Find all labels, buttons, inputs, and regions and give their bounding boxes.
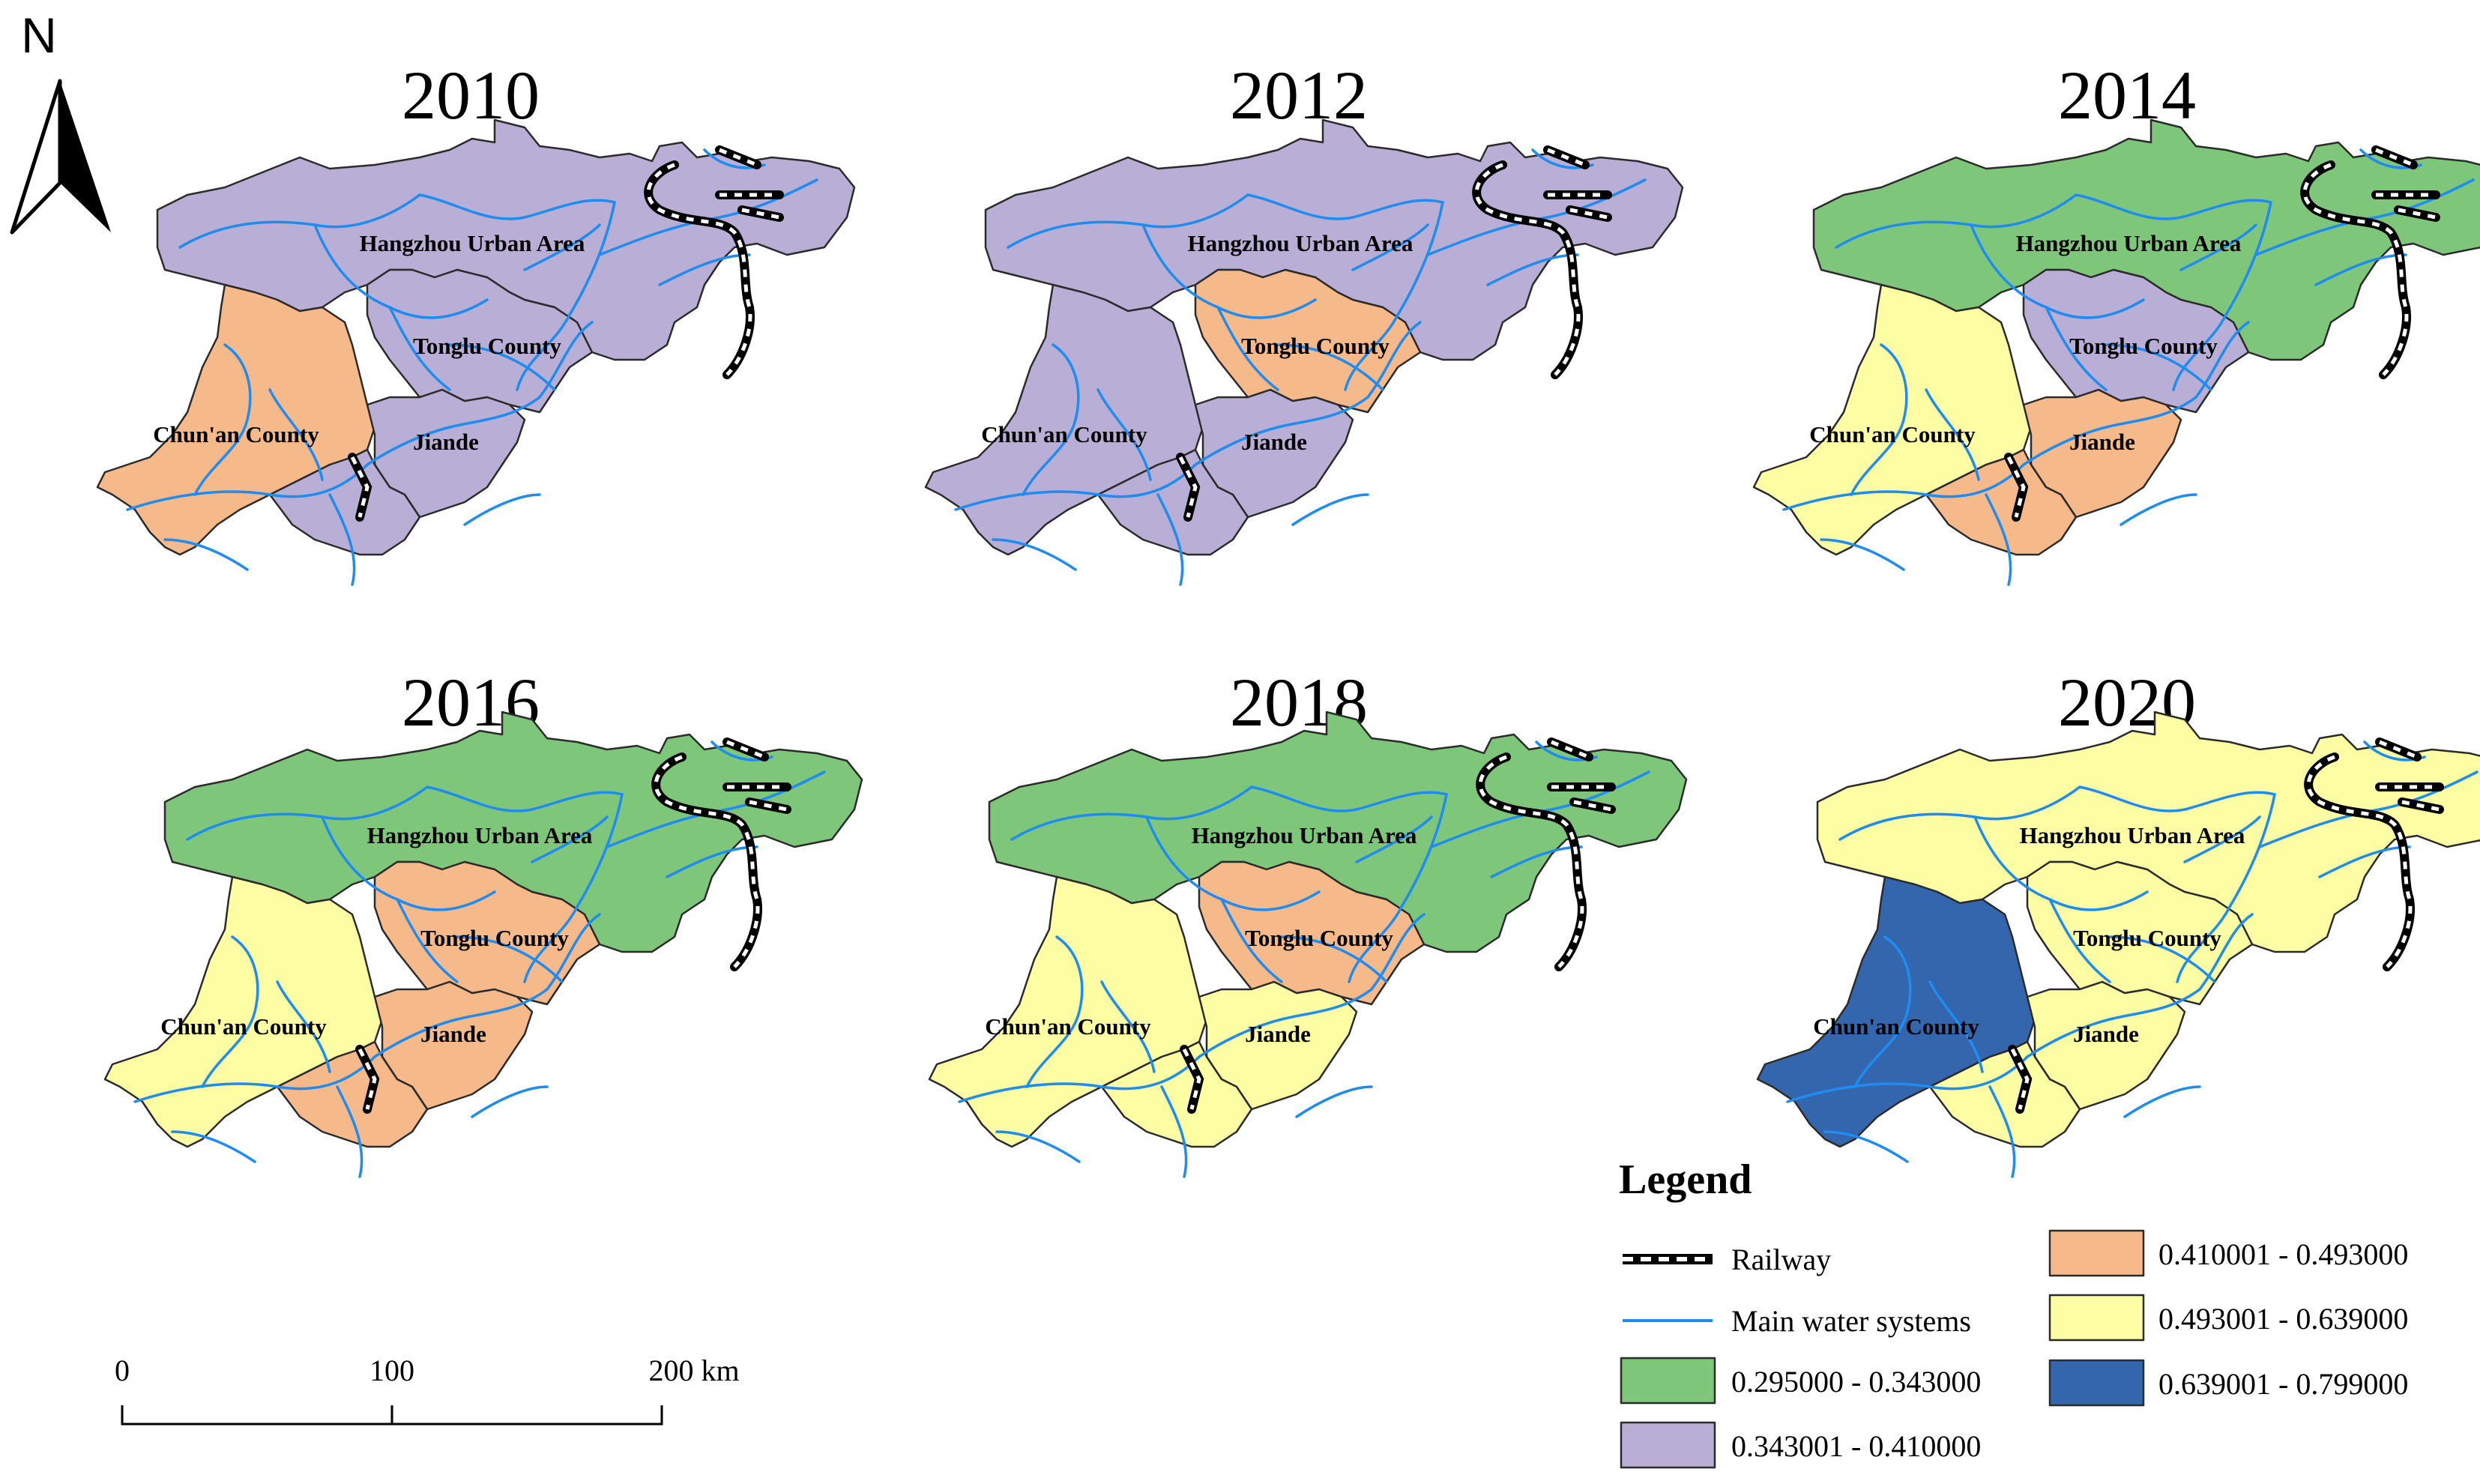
legend-class-c3: 0.410001 - 0.493000: [2048, 1229, 2408, 1277]
region-label-hangzhou: Hangzhou Urban Area: [1188, 230, 1414, 256]
region-hangzhou-2012: [984, 118, 1684, 361]
map-panel-2012: 2012 Hangzhou Urban Area Tonglu County Chun…: [924, 57, 1684, 586]
region-jiande-south-2012: [1096, 448, 1249, 556]
legend-range-c4: 0.493001 - 0.639000: [2158, 1302, 2408, 1336]
legend-swatch-c2: [1620, 1421, 1716, 1469]
scale-tick-200: 200 km: [648, 1354, 739, 1387]
scale-bar: 0 100 200 km: [115, 1354, 740, 1426]
legend-class-c4: 0.493001 - 0.639000: [2048, 1294, 2408, 1342]
region-label-jiande: Jiande: [2069, 429, 2135, 455]
scale-tick-100: 100: [369, 1354, 414, 1387]
legend-class-c2: 0.343001 - 0.410000: [1620, 1421, 1981, 1469]
region-label-jiande: Jiande: [1245, 1021, 1311, 1047]
legend-class-c1: 0.295000 - 0.343000: [1620, 1357, 1981, 1405]
region-label-hangzhou: Hangzhou Urban Area: [367, 822, 593, 848]
region-label-tonglu: Tonglu County: [1241, 333, 1390, 359]
region-label-hangzhou: Hangzhou Urban Area: [2020, 822, 2245, 848]
region-tonglu-2014: [2022, 268, 2250, 414]
region-tonglu-2016: [373, 860, 601, 1006]
region-label-jiande: Jiande: [420, 1021, 486, 1047]
legend-range-c2: 0.343001 - 0.410000: [1731, 1429, 1981, 1463]
region-label-chunan: Chun'an County: [153, 421, 319, 447]
legend-range-c5: 0.639001 - 0.799000: [2158, 1367, 2408, 1401]
legend-item-railway: Railway: [1623, 1243, 1831, 1276]
panel-title-2010: 2010: [402, 57, 540, 133]
north-label: N: [21, 7, 57, 63]
region-label-tonglu: Tonglu County: [420, 925, 569, 951]
region-tonglu-2018: [1198, 860, 1425, 1006]
region-label-hangzhou: Hangzhou Urban Area: [360, 230, 585, 256]
region-jiande-south-2020: [1928, 1040, 2081, 1148]
panels-layer: 2010 Hangzhou Urban Area Tonglu County Chun…: [96, 57, 2480, 1178]
region-hangzhou-2018: [988, 711, 1688, 953]
region-chunan-2018: [928, 875, 1208, 1148]
legend-swatch-c4: [2048, 1294, 2145, 1342]
region-label-chunan: Chun'an County: [985, 1013, 1151, 1040]
region-label-hangzhou: Hangzhou Urban Area: [1192, 822, 1417, 848]
scale-tick-0: 0: [115, 1354, 130, 1387]
north-arrow-icon: [60, 81, 111, 232]
region-label-chunan: Chun'an County: [981, 421, 1147, 447]
region-label-tonglu: Tonglu County: [413, 333, 561, 359]
region-chunan-2014: [1752, 283, 2033, 556]
region-label-chunan: Chun'an County: [160, 1013, 327, 1040]
region-chunan-2012: [924, 283, 1204, 556]
region-label-jiande: Jiande: [1241, 429, 1307, 455]
legend-range-c1: 0.295000 - 0.343000: [1731, 1365, 1981, 1399]
legend-range-c3: 0.410001 - 0.493000: [2158, 1237, 2408, 1271]
map-panel-2014: 2014 Hangzhou Urban Area Tonglu County Chun…: [1752, 57, 2480, 586]
region-label-jiande: Jiande: [2073, 1021, 2139, 1047]
legend-swatch-c5: [2048, 1359, 2145, 1407]
region-label-chunan: Chun'an County: [1813, 1013, 1979, 1040]
legend-title: Legend: [1619, 1156, 1752, 1203]
region-hangzhou-2010: [156, 118, 856, 361]
region-jiande-south-2010: [268, 448, 421, 556]
region-label-tonglu: Tonglu County: [2073, 925, 2221, 951]
region-jiande-south-2018: [1100, 1040, 1253, 1148]
legend-item-water: Main water systems: [1623, 1304, 1971, 1338]
map-panel-2010: 2010 Hangzhou Urban Area Tonglu County Chun…: [96, 57, 856, 586]
region-tonglu-2010: [366, 268, 594, 414]
region-tonglu-2012: [1194, 268, 1422, 414]
legend-water-label: Main water systems: [1731, 1304, 1971, 1338]
region-chunan-2010: [96, 283, 376, 556]
region-hangzhou-2016: [163, 711, 863, 953]
region-label-tonglu: Tonglu County: [2069, 333, 2218, 359]
region-jiande-south-2016: [276, 1040, 429, 1148]
region-chunan-2020: [1756, 875, 2036, 1148]
region-tonglu-2020: [2026, 860, 2254, 1006]
region-label-tonglu: Tonglu County: [1245, 925, 1393, 951]
panel-title-2012: 2012: [1230, 57, 1368, 133]
region-label-jiande: Jiande: [413, 429, 479, 455]
panel-title-2014: 2014: [2058, 57, 2196, 133]
region-chunan-2016: [103, 875, 384, 1148]
north-arrow: N: [10, 7, 111, 235]
region-label-chunan: Chun'an County: [1809, 421, 1976, 447]
region-label-hangzhou: Hangzhou Urban Area: [2016, 230, 2242, 256]
legend-class-c5: 0.639001 - 0.799000: [2048, 1359, 2408, 1407]
legend-railway-label: Railway: [1731, 1243, 1831, 1276]
legend-swatch-c1: [1620, 1357, 1716, 1405]
legend: Legend Railway Main water systems 0.2950…: [1619, 1156, 2408, 1469]
region-jiande-south-2014: [1925, 448, 2078, 556]
legend-swatch-c3: [2048, 1229, 2145, 1277]
